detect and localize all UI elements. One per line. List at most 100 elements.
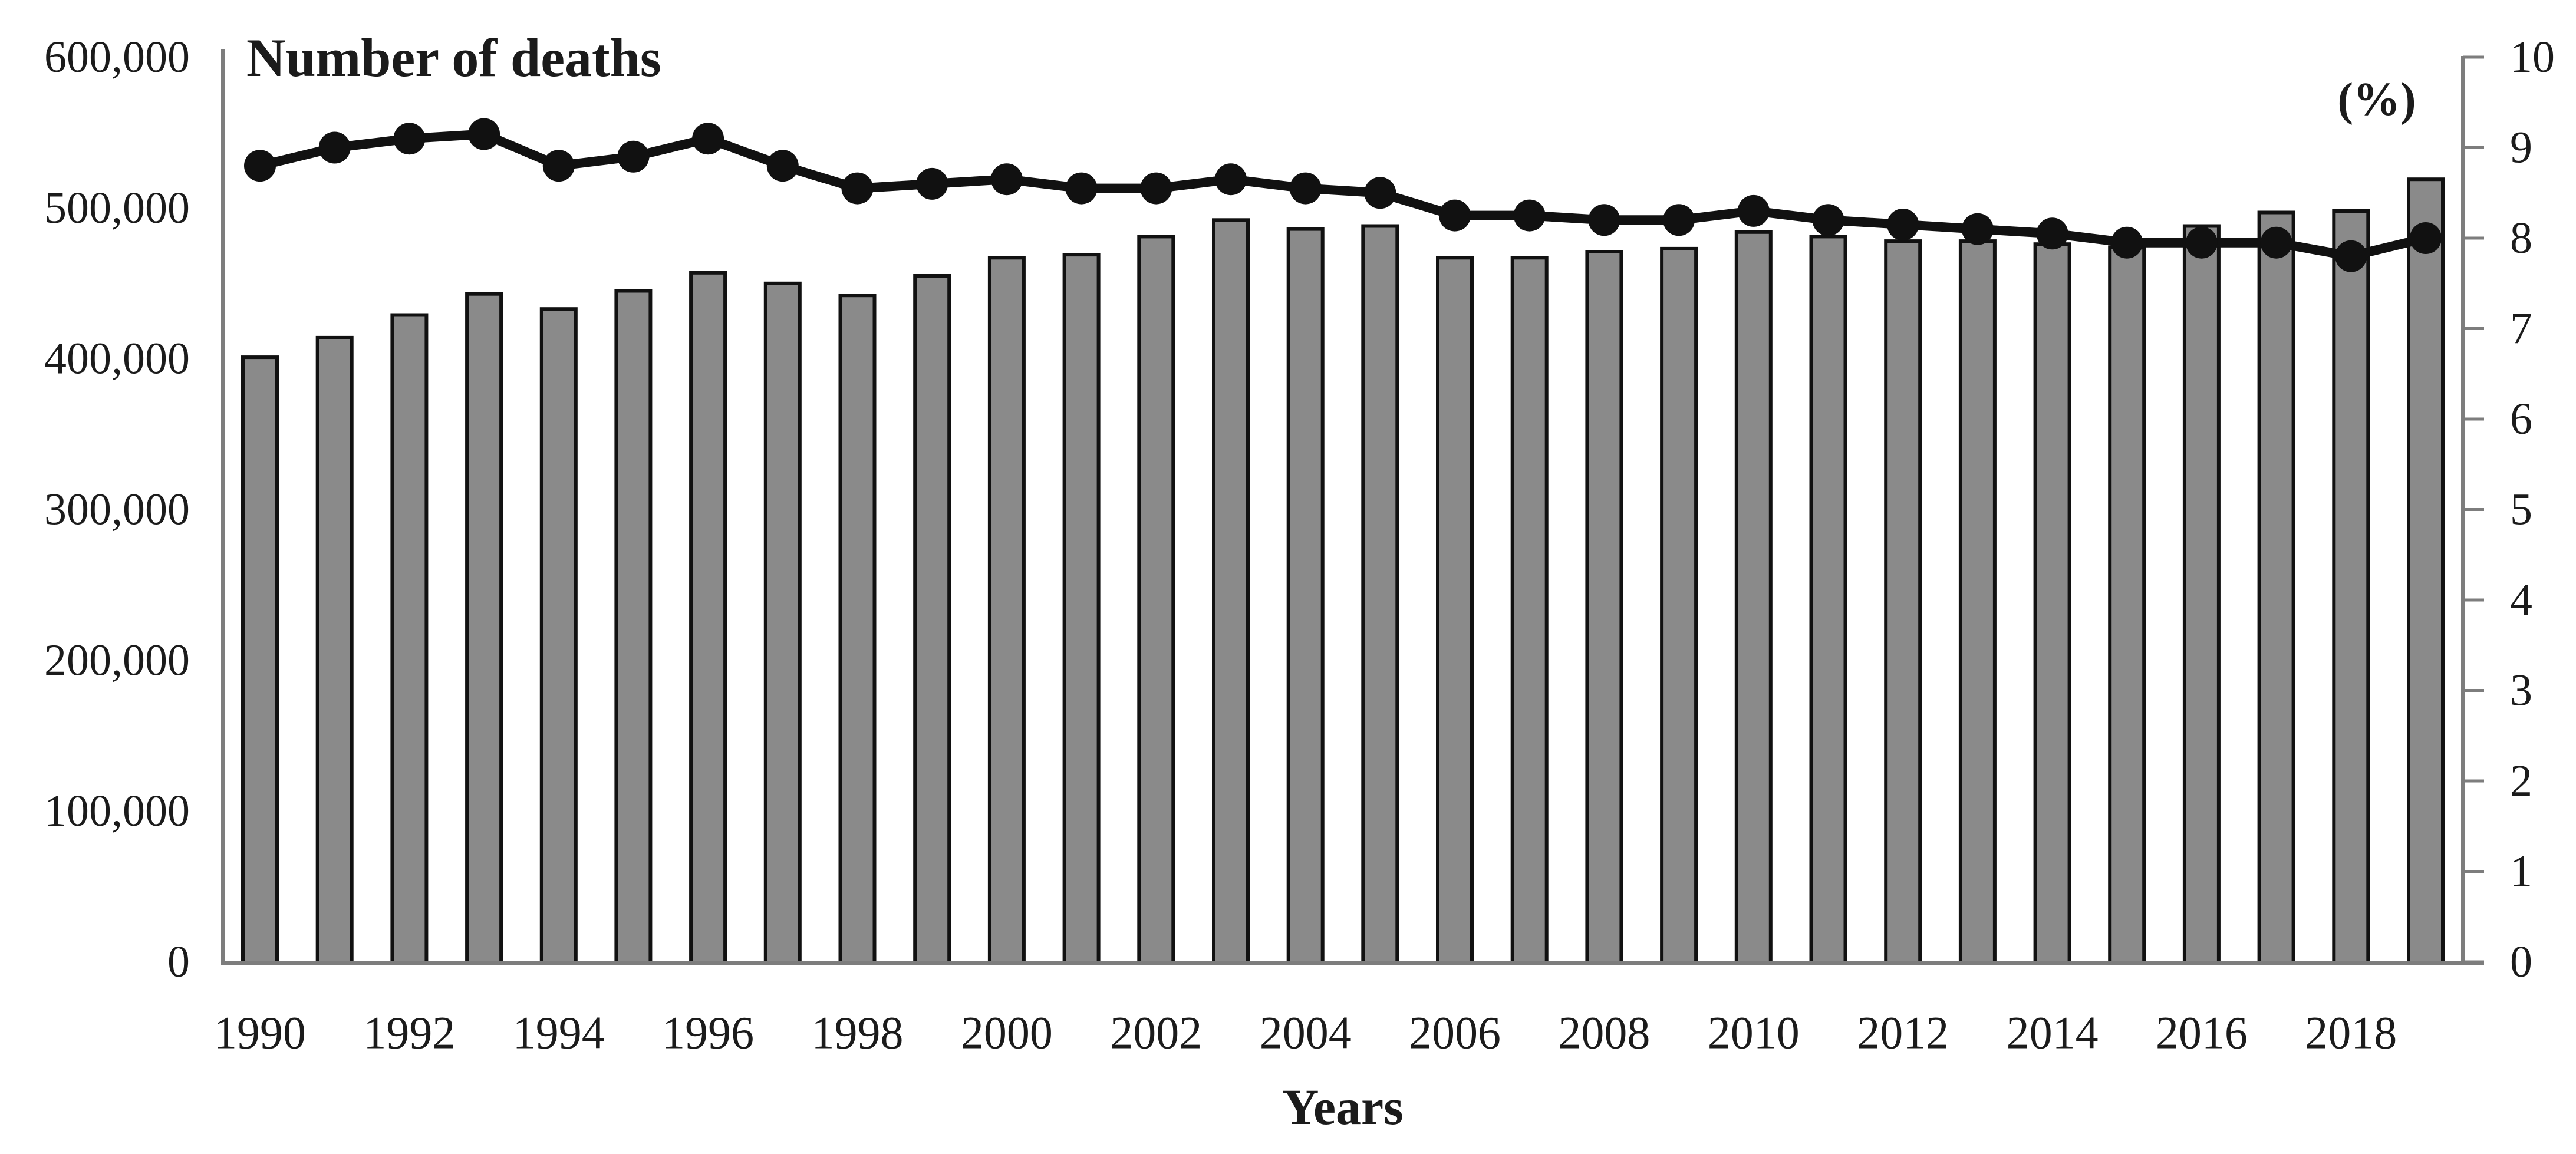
bar-2000 xyxy=(987,256,1026,965)
line-marker-1992 xyxy=(393,123,426,155)
bar-2015 xyxy=(2108,245,2146,965)
x-axis-label-1996: 1996 xyxy=(662,1007,754,1059)
right-axis-label-3: 3 xyxy=(2510,666,2532,716)
bar-2018 xyxy=(2332,209,2370,965)
line-marker-2000 xyxy=(990,163,1023,196)
bar-1994 xyxy=(539,307,578,965)
bar-2003 xyxy=(1212,218,1250,965)
line-marker-1995 xyxy=(617,140,650,173)
bar-1995 xyxy=(614,289,653,965)
bar-1993 xyxy=(465,292,503,965)
x-axis-label-2014: 2014 xyxy=(2007,1007,2099,1059)
line-marker-1990 xyxy=(244,150,276,182)
left-axis-label-200,000: 200,000 xyxy=(44,635,190,685)
left-axis-label-600,000: 600,000 xyxy=(44,32,190,82)
x-axis-label-2018: 2018 xyxy=(2305,1007,2397,1059)
left-axis-label-400,000: 400,000 xyxy=(44,334,190,384)
right-axis-label-0: 0 xyxy=(2510,937,2532,987)
x-axis-tick-labels-group: 1990 1992 1994 1996 1998 2000 2002 2004 2006 2008… xyxy=(214,1007,2397,1059)
x-axis-label-1990: 1990 xyxy=(214,1007,306,1059)
x-axis-label-2008: 2008 xyxy=(1558,1007,1650,1059)
bar-2014 xyxy=(2033,242,2071,965)
line-marker-1998 xyxy=(841,172,874,205)
line-marker-2005 xyxy=(1364,177,1396,209)
bar-1998 xyxy=(838,294,877,965)
right-axis-label-4: 4 xyxy=(2510,575,2532,625)
line-marker-2018 xyxy=(2335,240,2367,272)
right-axis-label-7: 7 xyxy=(2510,304,2532,354)
line-marker-2002 xyxy=(1140,172,1172,205)
right-axis-tick-labels-group: 0 1 2 3 4 5 6 7 8 9 10 xyxy=(2510,32,2555,987)
bar-2008 xyxy=(1585,250,1623,965)
bar-2005 xyxy=(1361,224,1399,965)
bar-2004 xyxy=(1286,227,1325,965)
line-marker-2013 xyxy=(1961,213,1994,245)
right-axis-label-2: 2 xyxy=(2510,756,2532,806)
line-marker-2007 xyxy=(1513,199,1546,232)
line-marker-2010 xyxy=(1737,194,1770,227)
line-marker-2008 xyxy=(1588,204,1620,236)
x-axis-label-2006: 2006 xyxy=(1409,1007,1501,1059)
chart-title: Number of deaths xyxy=(246,28,661,88)
x-axis-title: Years xyxy=(1282,1079,1403,1135)
bar-1996 xyxy=(689,271,727,965)
bar-2011 xyxy=(1809,235,1847,965)
right-axis-unit-label: (%) xyxy=(2337,74,2416,126)
right-axis-label-1: 1 xyxy=(2510,847,2532,896)
bar-2019 xyxy=(2407,177,2445,965)
line-marker-1994 xyxy=(542,150,575,182)
line-marker-1993 xyxy=(468,118,500,150)
bar-2006 xyxy=(1436,256,1474,965)
left-axis-label-300,000: 300,000 xyxy=(44,485,190,535)
bar-1990 xyxy=(241,355,279,965)
bar-1992 xyxy=(390,313,429,965)
line-marker-2004 xyxy=(1289,172,1322,205)
x-axis-label-2010: 2010 xyxy=(1708,1007,1800,1059)
bar-series-group xyxy=(241,177,2445,965)
bar-2016 xyxy=(2182,224,2221,965)
line-marker-2019 xyxy=(2410,222,2442,254)
line-marker-2006 xyxy=(1439,199,1471,232)
x-axis-label-2016: 2016 xyxy=(2156,1007,2248,1059)
x-axis-label-2012: 2012 xyxy=(1857,1007,1949,1059)
x-axis-label-1998: 1998 xyxy=(812,1007,904,1059)
left-axis-label-500,000: 500,000 xyxy=(44,183,190,233)
percentage-line xyxy=(255,129,2430,261)
bar-2013 xyxy=(1958,239,1997,965)
line-marker-2009 xyxy=(1663,204,1695,236)
line-marker-2017 xyxy=(2260,226,2292,259)
line-marker-1991 xyxy=(318,131,351,164)
left-axis-label-100,000: 100,000 xyxy=(44,786,190,836)
left-axis-label-0: 0 xyxy=(167,937,190,987)
x-axis-label-1994: 1994 xyxy=(513,1007,605,1059)
x-axis-label-2004: 2004 xyxy=(1260,1007,1352,1059)
left-axis-tick-labels-group: 0 100,000 200,000 300,000 400,000 500,000 600,… xyxy=(44,32,190,987)
line-marker-2015 xyxy=(2111,226,2143,259)
bar-1997 xyxy=(763,281,802,965)
line-marker-2011 xyxy=(1812,204,1844,236)
right-axis-tick-marks-group xyxy=(2463,55,2484,964)
line-marker-2014 xyxy=(2036,217,2068,250)
right-axis-label-9: 9 xyxy=(2510,123,2532,173)
x-axis-label-2002: 2002 xyxy=(1110,1007,1202,1059)
line-marker-2001 xyxy=(1065,172,1098,205)
x-axis-label-1992: 1992 xyxy=(363,1007,455,1059)
bar-2010 xyxy=(1734,230,1773,965)
line-marker-1997 xyxy=(766,150,799,182)
bar-1999 xyxy=(913,274,951,965)
x-axis-label-2000: 2000 xyxy=(961,1007,1053,1059)
line-marker-1999 xyxy=(916,167,948,200)
right-axis-label-10: 10 xyxy=(2510,32,2555,82)
bar-1991 xyxy=(315,335,354,965)
line-marker-2003 xyxy=(1215,163,1247,196)
right-axis-label-6: 6 xyxy=(2510,394,2532,444)
right-axis-label-5: 5 xyxy=(2510,485,2532,535)
bar-2001 xyxy=(1062,253,1101,965)
line-marker-2016 xyxy=(2185,226,2218,259)
bar-2002 xyxy=(1137,235,1175,965)
bar-2012 xyxy=(1884,239,1922,965)
bar-2007 xyxy=(1510,256,1549,965)
bar-2017 xyxy=(2257,210,2295,965)
